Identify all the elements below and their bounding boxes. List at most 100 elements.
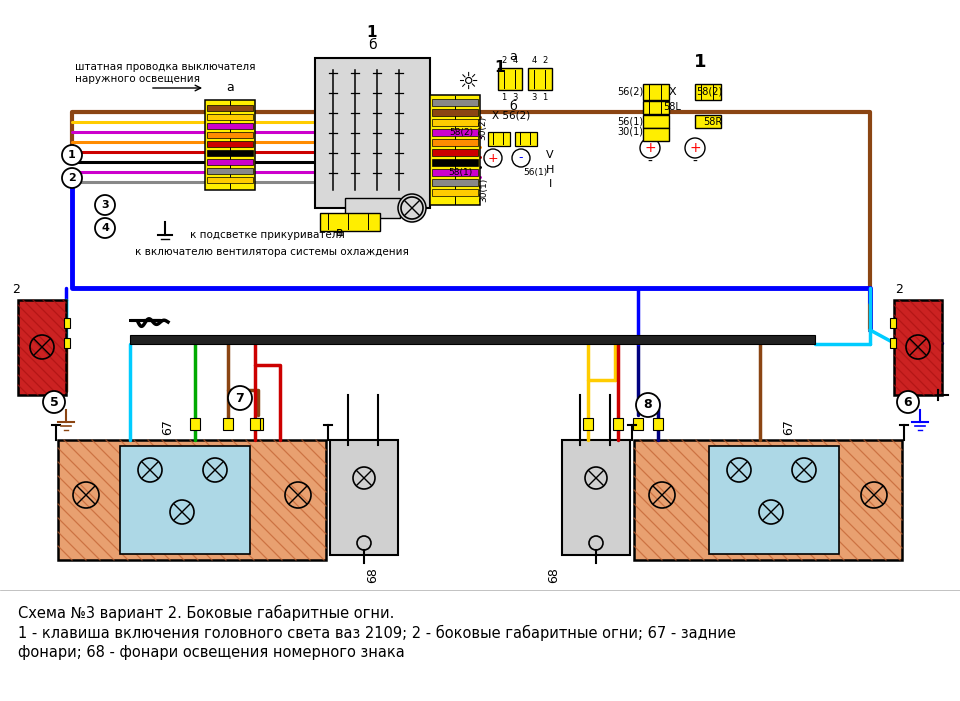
Bar xyxy=(432,109,478,116)
Bar xyxy=(562,440,630,555)
Bar xyxy=(58,440,326,560)
Bar xyxy=(634,440,902,560)
Text: 58R: 58R xyxy=(703,117,722,127)
Text: 58L: 58L xyxy=(663,102,681,112)
Bar xyxy=(207,105,253,111)
Text: 1: 1 xyxy=(68,150,76,160)
Bar xyxy=(643,128,669,141)
Bar xyxy=(207,114,253,120)
Circle shape xyxy=(398,194,426,222)
Bar xyxy=(207,123,253,129)
Bar xyxy=(320,213,380,231)
Bar xyxy=(695,84,721,100)
Bar xyxy=(695,115,721,128)
Text: 30(1): 30(1) xyxy=(617,127,643,137)
Bar xyxy=(330,440,398,555)
Text: 67: 67 xyxy=(161,419,175,435)
Circle shape xyxy=(636,393,660,417)
Bar xyxy=(432,159,478,166)
Text: 1: 1 xyxy=(694,53,707,71)
Circle shape xyxy=(95,195,115,215)
Text: +: + xyxy=(488,151,498,165)
Text: 2: 2 xyxy=(68,173,76,183)
Text: X 56(2): X 56(2) xyxy=(492,111,530,121)
Text: 58(2): 58(2) xyxy=(449,128,473,137)
Bar xyxy=(890,318,896,328)
Text: 30(1): 30(1) xyxy=(479,178,489,202)
Circle shape xyxy=(95,218,115,238)
Bar xyxy=(432,139,478,146)
Text: 56(1): 56(1) xyxy=(523,168,547,177)
Bar xyxy=(613,418,623,430)
Text: 2: 2 xyxy=(12,283,20,296)
Text: наружного освещения: наружного освещения xyxy=(75,74,200,84)
Text: H: H xyxy=(546,165,554,175)
Bar xyxy=(643,101,669,114)
Bar xyxy=(488,132,510,146)
Bar xyxy=(432,99,478,106)
Text: 58(2): 58(2) xyxy=(696,87,722,97)
Text: Схема №3 вариант 2. Боковые габаритные огни.: Схема №3 вариант 2. Боковые габаритные о… xyxy=(18,605,395,621)
Circle shape xyxy=(43,391,65,413)
Text: 1: 1 xyxy=(367,25,377,40)
Bar xyxy=(207,150,253,156)
Bar xyxy=(643,115,669,128)
Bar xyxy=(432,169,478,176)
Text: 7: 7 xyxy=(235,391,245,404)
Text: 6: 6 xyxy=(903,395,912,409)
Text: -: - xyxy=(648,155,653,169)
Text: 2: 2 xyxy=(501,56,507,65)
Text: 30(2): 30(2) xyxy=(478,116,488,140)
Text: 1 - клавиша включения головного света ваз 2109; 2 - боковые габаритные огни; 67 : 1 - клавиша включения головного света ва… xyxy=(18,625,736,641)
Text: I: I xyxy=(548,179,552,189)
Bar xyxy=(709,446,839,554)
Text: X: X xyxy=(668,87,676,97)
Text: +: + xyxy=(644,141,656,155)
Bar xyxy=(894,300,942,395)
Bar xyxy=(653,418,663,430)
Text: 5: 5 xyxy=(50,395,59,409)
Bar xyxy=(583,418,593,430)
Bar xyxy=(207,177,253,183)
Bar xyxy=(205,100,255,190)
Text: 4: 4 xyxy=(513,56,517,65)
Bar xyxy=(18,300,66,395)
Circle shape xyxy=(62,168,82,188)
Bar xyxy=(432,179,478,186)
Text: 2: 2 xyxy=(542,56,547,65)
Bar xyxy=(64,338,70,348)
Bar xyxy=(432,129,478,136)
Bar xyxy=(432,119,478,126)
Text: 4: 4 xyxy=(532,56,537,65)
Bar xyxy=(190,418,200,430)
Text: 56(2): 56(2) xyxy=(616,87,643,97)
Bar xyxy=(207,132,253,138)
Text: в: в xyxy=(336,226,344,239)
Text: 1: 1 xyxy=(501,93,507,102)
Bar xyxy=(432,189,478,196)
Text: V: V xyxy=(546,150,554,160)
Text: б: б xyxy=(509,100,516,113)
Bar xyxy=(207,168,253,174)
Text: 3: 3 xyxy=(513,93,517,102)
Bar xyxy=(207,159,253,165)
Bar xyxy=(345,198,400,218)
Bar xyxy=(223,418,233,430)
Text: 58(1): 58(1) xyxy=(448,168,473,177)
Bar xyxy=(207,141,253,147)
Text: 56(1): 56(1) xyxy=(617,117,643,127)
Bar xyxy=(432,149,478,156)
Text: -: - xyxy=(518,151,523,165)
Text: +: + xyxy=(689,141,701,155)
Bar xyxy=(515,132,537,146)
Circle shape xyxy=(897,391,919,413)
Text: 3: 3 xyxy=(531,93,537,102)
Text: 4: 4 xyxy=(101,223,108,233)
Bar xyxy=(430,95,480,205)
Circle shape xyxy=(228,386,252,410)
Bar xyxy=(643,84,669,100)
Text: к включателю вентилятора системы охлаждения: к включателю вентилятора системы охлажде… xyxy=(135,247,409,257)
Bar xyxy=(498,68,522,90)
Bar xyxy=(253,418,263,430)
Text: б: б xyxy=(368,38,376,52)
